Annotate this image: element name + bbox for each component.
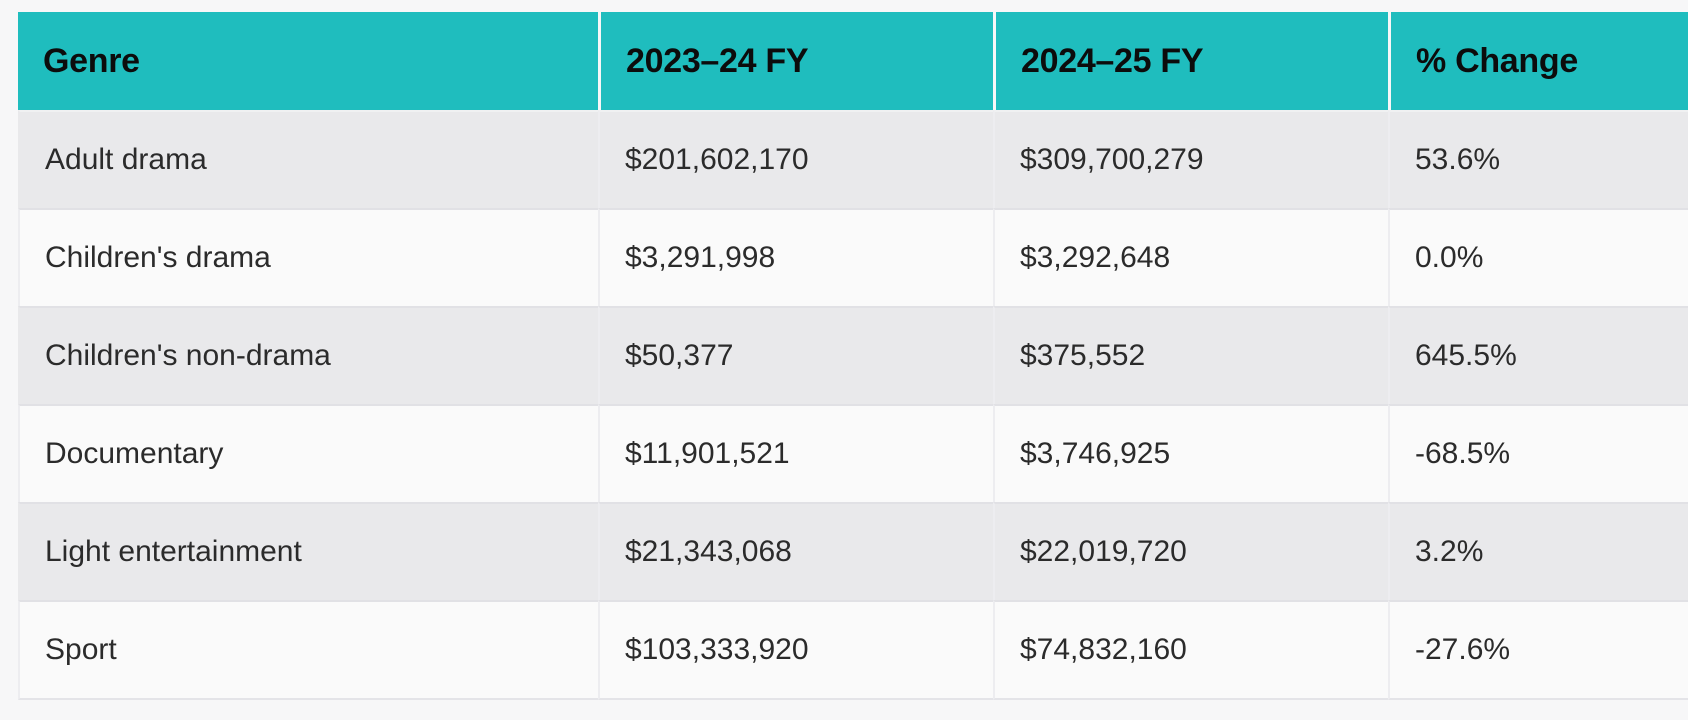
cell-pct-change: 53.6% bbox=[1388, 110, 1688, 208]
cell-pct-change: -27.6% bbox=[1388, 600, 1688, 700]
cell-pct-change: 0.0% bbox=[1388, 208, 1688, 306]
cell-fy-2024-25: $375,552 bbox=[993, 306, 1388, 404]
table-row-sport: Sport $103,333,920 $74,832,160 -27.6% bbox=[18, 600, 1688, 700]
cell-fy-2024-25: $74,832,160 bbox=[993, 600, 1388, 700]
column-header-fy-2024-25: 2024–25 FY bbox=[993, 12, 1388, 110]
cell-fy-2024-25: $3,292,648 bbox=[993, 208, 1388, 306]
cell-genre: Adult drama bbox=[18, 110, 598, 208]
table-header-row: Genre 2023–24 FY 2024–25 FY % Change bbox=[18, 12, 1688, 110]
cell-pct-change: 3.2% bbox=[1388, 502, 1688, 600]
cell-genre: Children's drama bbox=[18, 208, 598, 306]
cell-fy-2024-25: $3,746,925 bbox=[993, 404, 1388, 502]
cell-genre: Light entertainment bbox=[18, 502, 598, 600]
cell-fy-2023-24: $21,343,068 bbox=[598, 502, 993, 600]
column-header-pct-change: % Change bbox=[1388, 12, 1688, 110]
cell-fy-2023-24: $11,901,521 bbox=[598, 404, 993, 502]
cell-genre: Documentary bbox=[18, 404, 598, 502]
cell-pct-change: -68.5% bbox=[1388, 404, 1688, 502]
genre-expenditure-table: Genre 2023–24 FY 2024–25 FY % Change Adu… bbox=[18, 12, 1688, 700]
cell-genre: Sport bbox=[18, 600, 598, 700]
cell-genre: Children's non-drama bbox=[18, 306, 598, 404]
cell-fy-2023-24: $103,333,920 bbox=[598, 600, 993, 700]
table-row-adult-drama: Adult drama $201,602,170 $309,700,279 53… bbox=[18, 110, 1688, 208]
column-header-fy-2023-24: 2023–24 FY bbox=[598, 12, 993, 110]
column-header-genre: Genre bbox=[18, 12, 598, 110]
table-row-childrens-drama: Children's drama $3,291,998 $3,292,648 0… bbox=[18, 208, 1688, 306]
table-row-childrens-non-drama: Children's non-drama $50,377 $375,552 64… bbox=[18, 306, 1688, 404]
table-row-documentary: Documentary $11,901,521 $3,746,925 -68.5… bbox=[18, 404, 1688, 502]
cell-fy-2024-25: $309,700,279 bbox=[993, 110, 1388, 208]
cell-fy-2024-25: $22,019,720 bbox=[993, 502, 1388, 600]
cell-fy-2023-24: $3,291,998 bbox=[598, 208, 993, 306]
cell-fy-2023-24: $201,602,170 bbox=[598, 110, 993, 208]
table-row-light-entertainment: Light entertainment $21,343,068 $22,019,… bbox=[18, 502, 1688, 600]
cell-fy-2023-24: $50,377 bbox=[598, 306, 993, 404]
cell-pct-change: 645.5% bbox=[1388, 306, 1688, 404]
